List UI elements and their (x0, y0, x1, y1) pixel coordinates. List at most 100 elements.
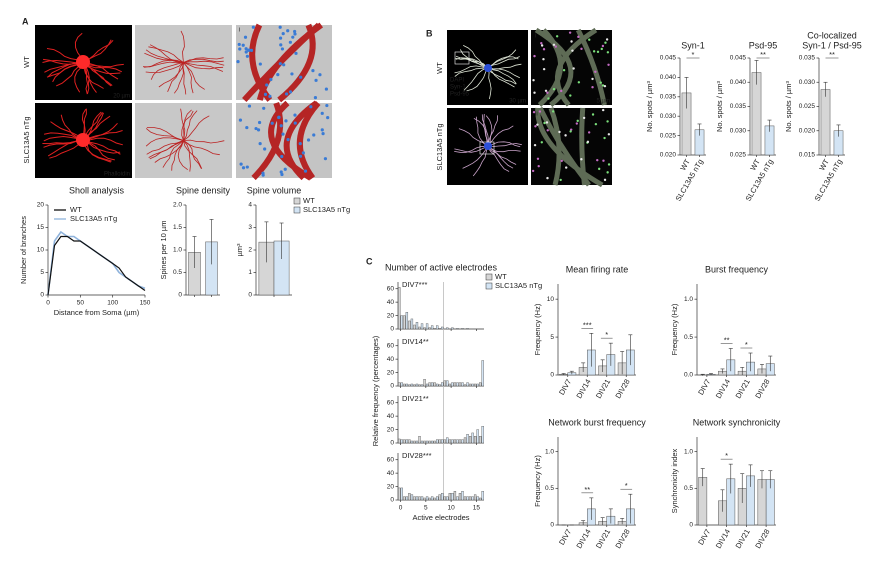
chart-title: Spine volume (247, 185, 302, 195)
y-tick-label: 5 (40, 269, 44, 276)
puncta (291, 35, 295, 39)
bar (443, 439, 446, 444)
chart-title: Network burst frequency (548, 417, 646, 427)
dendrite (472, 146, 488, 177)
chart-title: Psd-95 (749, 40, 778, 50)
y-tick-label: 3 (248, 224, 252, 231)
puncta (281, 132, 285, 136)
bar (473, 383, 477, 387)
significance-label: *** (583, 320, 592, 329)
puncta (554, 45, 557, 48)
data-line (47, 235, 146, 296)
puncta (543, 121, 546, 125)
bar (405, 312, 409, 330)
dendrite (83, 140, 115, 161)
bar (466, 382, 469, 387)
bar (446, 327, 449, 330)
dendrite (150, 62, 184, 80)
bar (433, 382, 436, 387)
significance-label: * (605, 330, 608, 339)
puncta (605, 38, 609, 41)
dendrite (145, 49, 184, 63)
y-tick-label: 2.0 (173, 202, 182, 209)
image-label: i (535, 34, 536, 40)
puncta (278, 36, 283, 40)
dendrite (183, 140, 191, 172)
bar (418, 496, 421, 501)
chart-title: Co-localized (807, 30, 857, 40)
bar (408, 384, 411, 387)
puncta (245, 165, 249, 169)
bar (481, 426, 484, 444)
puncta (600, 47, 603, 51)
panel-label: C (366, 256, 373, 266)
dendrite (183, 139, 225, 144)
significance-label: ** (724, 335, 730, 344)
bar (451, 493, 454, 501)
dendrite (183, 62, 224, 70)
puncta (249, 48, 254, 52)
dendrite (183, 57, 224, 63)
y-tick-label: 0.5 (173, 269, 182, 276)
bar (466, 496, 469, 501)
puncta (582, 116, 586, 120)
y-tick-label: 0.030 (730, 127, 747, 134)
puncta (263, 92, 268, 96)
bar (403, 315, 406, 330)
bar (436, 325, 439, 330)
puncta (576, 119, 579, 123)
y-tick-label: 1.0 (684, 448, 693, 455)
y-axis-label: No. spots / µm³ (645, 80, 654, 132)
dendrite (487, 146, 514, 169)
image-label: 30 µm (509, 99, 526, 105)
dendrite (83, 62, 124, 68)
puncta (545, 121, 549, 124)
puncta (298, 154, 303, 158)
bar (441, 439, 444, 444)
puncta (601, 84, 605, 87)
y-tick-label: 0.030 (799, 79, 816, 86)
bar (403, 496, 406, 501)
dendrite (83, 140, 121, 154)
puncta (606, 51, 610, 54)
y-tick-label: 0.025 (730, 152, 747, 159)
dendrite (487, 67, 492, 100)
dendrite (180, 30, 185, 63)
puncta (280, 47, 285, 51)
puncta (587, 131, 591, 134)
puncta (603, 84, 607, 88)
y-axis-label: Relative frequency (percentages) (371, 335, 380, 446)
y-tick-label: 20 (37, 202, 45, 209)
bar (425, 440, 429, 444)
bar (436, 383, 439, 387)
subplot-label: DIV21** (402, 394, 429, 403)
y-tick-label: 0.035 (799, 55, 816, 62)
chart-title: Syn-1 / Psd-95 (802, 40, 862, 50)
dendrite (487, 56, 520, 68)
bar (463, 496, 467, 501)
dendrite (487, 56, 519, 68)
puncta (540, 42, 543, 45)
puncta (533, 143, 537, 147)
bar (415, 322, 419, 330)
puncta (603, 178, 607, 182)
puncta (321, 132, 325, 136)
bar (471, 496, 474, 501)
legend-label: WT (70, 205, 82, 214)
bar (433, 328, 436, 330)
puncta (588, 38, 591, 41)
x-tick-label: DIV28 (753, 377, 771, 400)
puncta (538, 110, 542, 113)
puncta (293, 29, 297, 34)
bar (403, 439, 406, 444)
bar (425, 323, 429, 330)
bar (430, 325, 434, 330)
bar (468, 383, 472, 387)
legend-swatch (485, 282, 493, 290)
y-axis-label: Frequency (Hz) (533, 455, 542, 507)
puncta (580, 47, 583, 51)
soma (76, 55, 90, 69)
bar (436, 496, 439, 501)
bar (403, 383, 406, 387)
x-tick-label: 5 (424, 505, 428, 512)
